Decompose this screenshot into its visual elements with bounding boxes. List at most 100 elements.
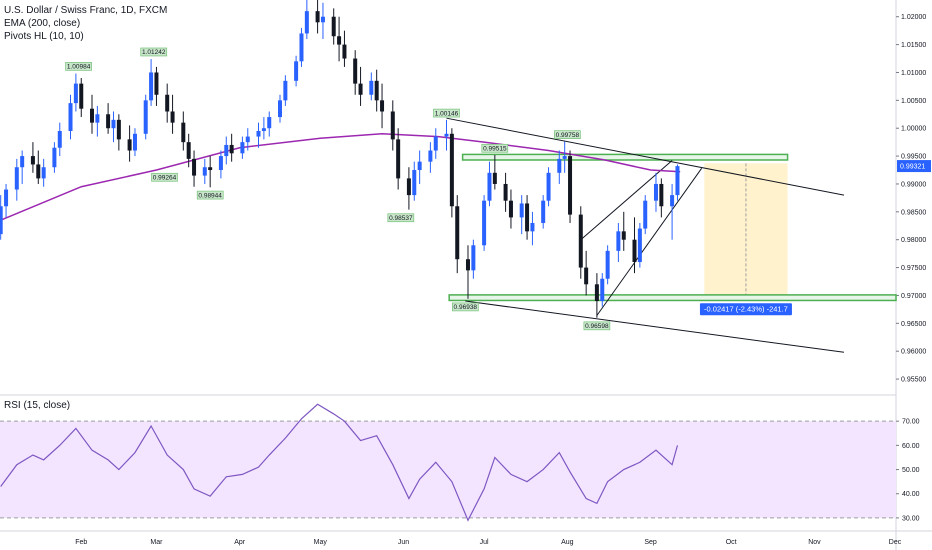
candle-body	[670, 195, 675, 207]
chart-title: U.S. Dollar / Swiss Franc, 1D, FXCM	[4, 5, 168, 16]
candle-body	[471, 245, 476, 271]
current-price-label: 0.99321	[900, 164, 925, 171]
candle-body	[637, 228, 642, 262]
rsi-line	[0, 403, 679, 522]
price-tick-label: 0.98500	[901, 209, 926, 216]
candle-body	[616, 231, 621, 251]
pivot-label-box	[433, 108, 460, 118]
candle-body	[192, 158, 197, 176]
candle-body	[632, 239, 637, 262]
candle-body	[36, 164, 41, 179]
candle-body	[116, 119, 121, 140]
candle-body	[546, 172, 551, 201]
candle-body	[299, 33, 304, 62]
time-tick-label: Oct	[726, 539, 737, 546]
pivot-label-box	[65, 62, 92, 71]
candle-body	[240, 142, 245, 154]
candle-body	[30, 156, 35, 165]
candle-body	[353, 58, 358, 84]
candle-body	[181, 122, 186, 143]
candle-body	[428, 150, 433, 162]
support-zone	[448, 294, 897, 302]
candle-body	[111, 119, 116, 129]
candle-body	[487, 172, 492, 201]
pivot-label-box	[140, 47, 168, 57]
price-tick-label: 0.97000	[901, 293, 926, 300]
price-tick-label: 1.01000	[901, 70, 926, 77]
candle-body	[149, 72, 154, 101]
candle-body	[417, 161, 422, 171]
ema-200-line	[0, 133, 681, 221]
candle-body	[444, 133, 449, 137]
measure-label-box	[699, 303, 792, 316]
candle-body	[433, 136, 438, 151]
price-tick-label: 1.00500	[901, 98, 926, 105]
time-tick-label: May	[314, 539, 328, 546]
candle-body	[73, 83, 78, 104]
time-tick-label: Nov	[808, 539, 821, 546]
candle-body	[406, 178, 411, 196]
candle-body	[331, 16, 336, 37]
candle-body	[106, 114, 111, 129]
candle-body	[165, 94, 170, 112]
pivot-label: 0.96598	[585, 323, 609, 330]
candle-body	[396, 139, 401, 179]
candle-body	[503, 183, 508, 201]
lower-trendline	[465, 300, 845, 353]
price-tick-label: 0.96000	[901, 349, 926, 356]
candle-body	[369, 80, 374, 95]
pivot-label: 1.00146	[435, 110, 459, 117]
measure-label: -0.02417 (-2.43%) -241.7	[704, 305, 788, 314]
candle-body	[320, 16, 325, 23]
wedge-lower-line	[596, 168, 703, 316]
candle-body	[0, 206, 3, 235]
chart-legend: U.S. Dollar / Swiss Franc, 1D, FXCM EMA …	[4, 4, 167, 43]
candle-body	[455, 206, 460, 260]
pivot-label: 0.99758	[556, 132, 580, 139]
time-tick-label: Sep	[644, 539, 657, 546]
price-tick-label: 0.99000	[901, 181, 926, 188]
candle-body	[659, 183, 664, 207]
candle-body	[283, 80, 288, 101]
candle-body	[202, 167, 207, 176]
candle-body	[465, 259, 470, 271]
pivots-legend: Pivots HL (10, 10)	[4, 31, 84, 42]
candle-body	[557, 158, 562, 173]
time-tick-label: Jul	[480, 539, 489, 546]
time-tick-label: Jun	[398, 539, 409, 546]
candle-body	[541, 200, 546, 223]
candle-body	[519, 203, 524, 218]
candle-body	[315, 11, 320, 23]
candle-body	[267, 117, 272, 129]
candle-body	[412, 170, 417, 196]
pivot-label-box	[481, 143, 509, 153]
candle-body	[52, 147, 57, 168]
time-tick-label: Aug	[561, 539, 574, 546]
candle-body	[57, 131, 62, 148]
pivot-label-box	[583, 321, 611, 331]
ema-legend: EMA (200, close)	[4, 18, 81, 29]
rsi-band	[0, 421, 896, 518]
time-tick-label: Dec	[889, 539, 902, 546]
pivot-label-box	[151, 172, 178, 182]
candle-body	[245, 136, 250, 143]
candle-body	[218, 156, 223, 171]
rsi-tick-label: 40.00	[902, 491, 920, 498]
resistance-zone	[461, 153, 789, 161]
candle-body	[584, 267, 589, 285]
price-tick-label: 1.01500	[901, 42, 926, 49]
pivot-label-box	[196, 190, 224, 200]
rsi-tick-label: 30.00	[902, 515, 920, 522]
candle-body	[449, 133, 454, 207]
time-tick-label: Feb	[75, 539, 87, 546]
candle-body	[132, 133, 137, 151]
candle-body	[20, 156, 25, 168]
candle-body	[653, 183, 658, 201]
candle-body	[578, 214, 583, 268]
candle-body	[342, 44, 347, 59]
pivot-label-box	[554, 130, 581, 140]
candle-body	[562, 156, 567, 159]
candle-body	[143, 100, 148, 134]
candle-body	[294, 61, 299, 81]
